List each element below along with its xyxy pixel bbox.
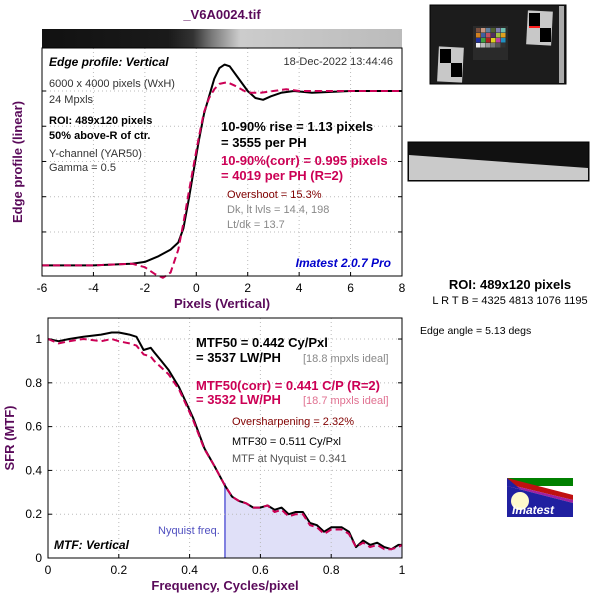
- edge-heading: Edge profile: Vertical: [49, 55, 169, 69]
- logo-text: Imatest: [512, 503, 555, 517]
- color-patch: [476, 43, 481, 48]
- x-tick-label: 6: [347, 281, 354, 295]
- edge-profile-plot: -6 -4 -2 0 2 4 6 8 Pixels (Vertical) Edge profile…: [10, 47, 406, 311]
- overshoot: Overshoot = 15.3%: [227, 189, 322, 201]
- rise-pixels: 10-90% rise = 1.13 pixels: [221, 119, 373, 134]
- mtf-at-nyquist: MTF at Nyquist = 0.341: [232, 453, 347, 465]
- color-patch: [486, 28, 491, 33]
- x-tick-label: 0.4: [181, 563, 198, 577]
- report-title: _V6A0024.tif: [182, 7, 261, 22]
- color-patch: [476, 28, 481, 33]
- color-patch: [496, 33, 501, 38]
- x-tick-label: 2: [244, 281, 251, 295]
- edge-date: 18-Dec-2022 13:44:46: [284, 56, 393, 68]
- nyquist-label: Nyquist freq.: [158, 525, 220, 537]
- mtf-annotations: MTF50 = 0.442 Cy/Pxl = 3537 LW/PH [18.8 …: [54, 335, 389, 552]
- mtf30: MTF30 = 0.511 Cy/Pxl: [232, 436, 341, 448]
- y-tick-label: 0.8: [25, 376, 42, 390]
- rise-corr-per-ph: = 4019 per PH (R=2): [221, 168, 343, 183]
- color-patch: [476, 38, 481, 43]
- plot-frame: [41, 47, 403, 277]
- rise-corr-pixels: 10-90%(corr) = 0.995 pixels: [221, 153, 388, 168]
- rise-per-ph: = 3555 per PH: [221, 135, 307, 150]
- x-tick-label: 0: [45, 563, 52, 577]
- color-patch: [496, 28, 501, 33]
- x-tick-label: 0.8: [323, 563, 340, 577]
- y-tick-label: 0.6: [25, 420, 42, 434]
- color-patch: [501, 33, 506, 38]
- roi-size: ROI: 489x120 pixels: [49, 115, 152, 127]
- mtf50-corr-lwph: = 3532 LW/PH: [196, 392, 281, 407]
- corrected-curve: [42, 81, 402, 279]
- megapixels: 24 Mpxls: [49, 94, 94, 106]
- x-tick-label: 1: [399, 563, 406, 577]
- y-tick-label: 0.2: [25, 507, 42, 521]
- edge-annotations: Edge profile: Vertical 18-Dec-2022 13:44…: [49, 55, 393, 270]
- imatest-version: Imatest 2.0.7 Pro: [296, 256, 391, 270]
- mtf50-ideal: [18.8 mpxls ideal]: [303, 353, 389, 365]
- mtf50-lwph: = 3537 LW/PH: [196, 350, 281, 365]
- color-patch: [501, 28, 506, 33]
- measured-curve: [42, 63, 402, 267]
- x-tick-label: 8: [399, 281, 406, 295]
- image-thumbnail: [429, 4, 567, 85]
- x-axis-title: Frequency, Cycles/pixel: [151, 578, 298, 593]
- x-tick-label: -2: [140, 281, 151, 295]
- x-tick-label: 0: [193, 281, 200, 295]
- color-patch: [481, 43, 486, 48]
- color-patch: [476, 33, 481, 38]
- color-patch: [491, 38, 496, 43]
- imatest-logo: Imatest: [507, 478, 573, 517]
- corrected-curve: [47, 338, 403, 551]
- mtf-plot: 0 0.2 0.4 0.6 0.8 1 0 0.2 0.4 0.6 0.8 1 Frequency, C…: [2, 317, 406, 593]
- color-patch: [481, 33, 486, 38]
- color-patch: [491, 28, 496, 33]
- plot-frame: [47, 317, 403, 559]
- color-patch: [496, 43, 501, 48]
- color-patch: [501, 43, 506, 48]
- color-patch: [501, 38, 506, 43]
- x-axis-title: Pixels (Vertical): [174, 296, 270, 311]
- oversharpening: Oversharpening = 2.32%: [232, 416, 354, 428]
- mtf50-corr-ideal: [18.7 mpxls ideal]: [303, 395, 389, 407]
- image-size: 6000 x 4000 pixels (WxH): [49, 78, 175, 90]
- x-tick-label: -6: [37, 281, 48, 295]
- y-tick-label: 0.4: [25, 463, 42, 477]
- color-patch: [496, 38, 501, 43]
- color-patch: [491, 33, 496, 38]
- x-tick-label: -4: [88, 281, 99, 295]
- gamma: Gamma = 0.5: [49, 162, 116, 174]
- nyquist-fill-area: [225, 485, 402, 558]
- mtf50-corr: MTF50(corr) = 0.441 C/P (R=2): [196, 378, 380, 393]
- color-patch: [491, 43, 496, 48]
- x-tick-label: 4: [296, 281, 303, 295]
- y-axis-title: Edge profile (linear): [10, 101, 25, 223]
- x-tick-label: 0.6: [252, 563, 269, 577]
- color-patch: [481, 28, 486, 33]
- side-roi-size: ROI: 489x120 pixels: [449, 277, 571, 292]
- color-patch: [486, 43, 491, 48]
- side-roi-bounds: L R T B = 4325 4813 1076 1195: [432, 295, 587, 307]
- channel: Y-channel (YAR50): [49, 148, 142, 160]
- y-axis-title: SFR (MTF): [2, 406, 17, 471]
- mtf50: MTF50 = 0.442 Cy/Pxl: [196, 335, 328, 350]
- x-tick-label: 0.2: [110, 563, 127, 577]
- y-tick-label: 1: [35, 332, 42, 346]
- roi-crop-image: [407, 141, 590, 182]
- edge-angle: Edge angle = 5.13 degs: [420, 325, 531, 337]
- mtf-heading: MTF: Vertical: [54, 538, 130, 552]
- color-patch: [486, 38, 491, 43]
- roi-position: 50% above-R of ctr.: [49, 130, 150, 142]
- levels: Dk, lt lvls = 14.4, 198: [227, 204, 329, 216]
- y-tick-label: 0: [35, 551, 42, 565]
- light-dark-ratio: Lt/dk = 13.7: [227, 219, 285, 231]
- color-patch: [481, 38, 486, 43]
- edge-gradient-bar: [42, 29, 402, 48]
- color-patch: [486, 33, 491, 38]
